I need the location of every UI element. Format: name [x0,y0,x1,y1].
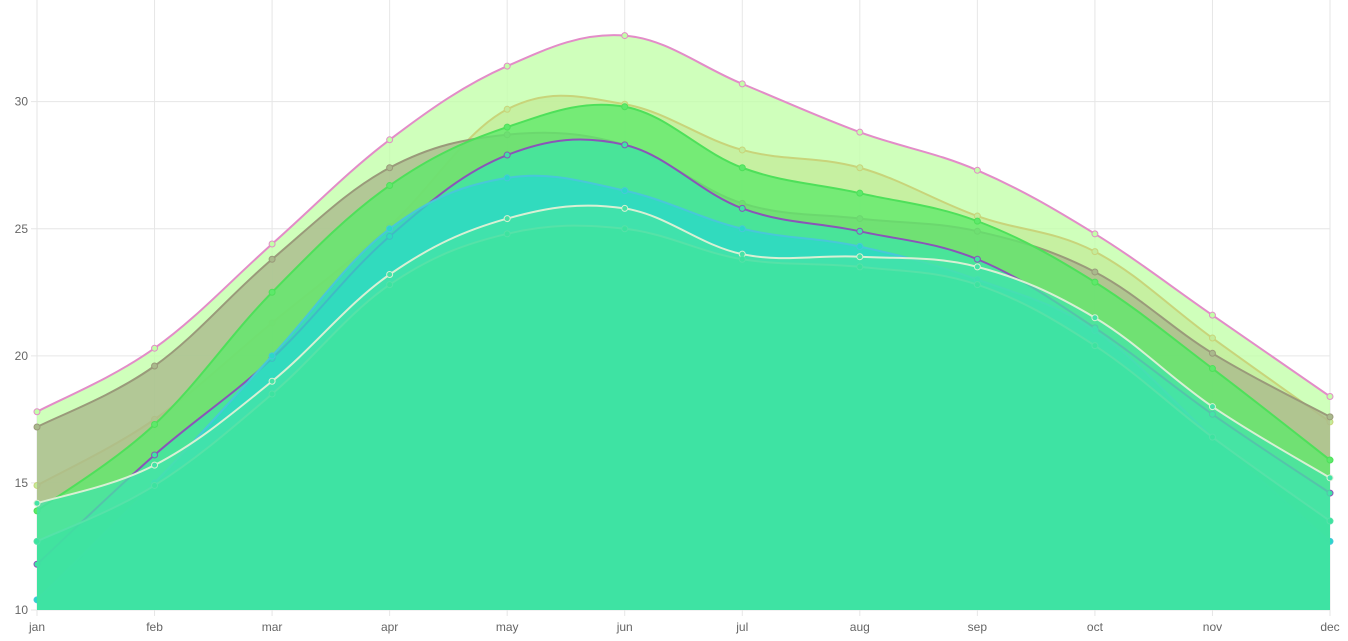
data-point [856,128,864,136]
data-point [1091,278,1099,286]
data-point [1091,314,1099,322]
data-point [621,103,629,111]
data-point [1208,311,1216,319]
data-point [621,187,629,195]
data-point [33,537,41,545]
data-point [151,344,159,352]
data-point [1091,230,1099,238]
data-point [973,255,981,263]
data-point [621,141,629,149]
series-layer [33,32,1334,611]
x-tick-label: jan [28,620,45,634]
data-point [738,80,746,88]
data-point [973,263,981,271]
data-point [151,481,159,489]
data-point [1326,517,1334,525]
data-point [973,281,981,289]
data-point [973,166,981,174]
data-point [151,420,159,428]
series-area [37,225,1330,611]
data-point [503,215,511,223]
x-tick-label: may [496,620,519,634]
data-point [386,136,394,144]
data-point [973,217,981,225]
x-tick-label: oct [1087,620,1104,634]
data-point [151,461,159,469]
data-point [1326,474,1334,482]
x-tick-label: jun [616,620,633,634]
x-tick-label: jul [735,620,748,634]
data-point [386,271,394,278]
x-tick-label: mar [262,620,283,634]
data-point [738,255,746,263]
data-point [503,62,511,70]
data-point [268,288,276,296]
y-tick-label: 10 [15,603,29,617]
x-tick-label: sep [968,620,988,634]
x-tick-label: apr [381,620,398,634]
data-point [1326,393,1334,400]
data-point [268,390,276,398]
data-point [738,146,746,154]
data-point [268,240,276,248]
data-point [503,105,511,113]
data-point [856,189,864,197]
data-point [268,377,276,385]
series-8 [33,224,1334,611]
data-point [33,408,41,416]
data-point [503,151,511,159]
data-point [621,225,629,233]
y-tick-label: 15 [15,476,29,490]
data-point [386,225,394,233]
data-point [268,255,276,263]
y-tick-label: 30 [15,95,29,109]
data-point [738,225,746,233]
series-line [36,103,1331,512]
data-point [1208,433,1216,441]
data-point [503,230,511,238]
data-point [33,423,41,431]
data-point [151,451,159,459]
data-point [503,123,511,131]
data-point [268,352,276,360]
data-point [1208,365,1216,373]
data-point [33,499,41,507]
data-point [1091,268,1099,276]
data-point [738,204,746,212]
data-point [856,164,864,172]
data-point [1326,456,1334,464]
data-point [151,362,159,370]
data-point [621,204,629,212]
data-point [386,182,394,190]
data-point [503,174,511,182]
x-tick-label: aug [850,620,870,634]
data-point [386,164,394,172]
y-tick-label: 20 [15,349,29,363]
data-point [1208,334,1216,342]
data-point [856,227,864,235]
data-point [738,164,746,172]
series-line [36,204,1331,505]
series-line [36,34,1331,413]
data-point [1326,413,1334,421]
data-point [1091,342,1099,350]
data-point [856,253,864,261]
data-point [856,243,864,251]
tick-labels: 10 15 20 25 30 jan feb mar apr may jun jul aug sep oct… [15,95,1340,634]
data-point [621,32,629,40]
data-point [1208,349,1216,357]
x-tick-label: feb [146,620,163,634]
data-point [1208,403,1216,411]
x-tick-label: nov [1203,620,1222,634]
series-line [36,224,1331,543]
y-tick-label: 25 [15,222,29,236]
data-point [1091,248,1099,256]
x-tick-label: dec [1320,620,1339,634]
data-point [386,281,394,289]
data-point [856,263,864,271]
